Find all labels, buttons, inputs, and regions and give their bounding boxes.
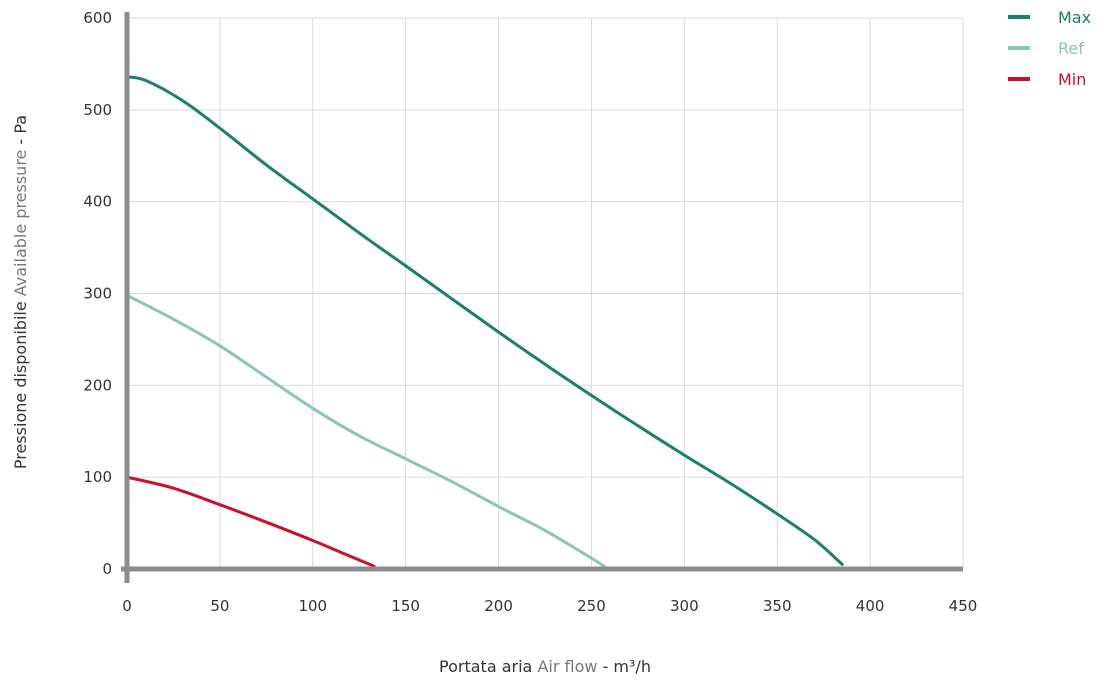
x-tick-label: 150 <box>391 597 420 615</box>
series-line-ref <box>125 293 606 568</box>
y-tick-label: 200 <box>83 376 112 394</box>
x-tick-label: 200 <box>484 597 513 615</box>
tick-labels: 0 50 100 150 200 250 300 350 400 450 0 100 200 300 400… <box>83 9 977 615</box>
y-tick-label: 400 <box>83 193 112 211</box>
series-lines <box>125 75 844 568</box>
y-tick-label: 300 <box>83 285 112 303</box>
x-tick-label: 350 <box>763 597 792 615</box>
legend-label-min: Min <box>1058 70 1086 89</box>
x-tick-label: 50 <box>210 597 229 615</box>
series-line-min <box>125 475 376 568</box>
legend: Max Ref Min <box>1008 8 1091 89</box>
x-tick-label: 300 <box>670 597 699 615</box>
x-tick-label: 250 <box>577 597 606 615</box>
x-tick-label: 450 <box>949 597 978 615</box>
legend-label-ref: Ref <box>1058 39 1084 58</box>
grid <box>127 17 964 569</box>
x-axis-title: Portata aria Air flow - m³/h <box>439 657 651 676</box>
x-tick-label: 100 <box>298 597 327 615</box>
y-tick-label: 600 <box>83 9 112 27</box>
y-axis-title: Pressione disponibile Available pressure… <box>11 115 30 469</box>
series-line-max <box>125 75 844 566</box>
y-tick-label: 100 <box>83 468 112 486</box>
legend-label-max: Max <box>1058 8 1091 27</box>
x-tick-label: 0 <box>122 597 132 615</box>
y-tick-label: 500 <box>83 101 112 119</box>
x-tick-label: 400 <box>856 597 885 615</box>
y-tick-label: 0 <box>102 560 112 578</box>
axes <box>121 12 963 583</box>
